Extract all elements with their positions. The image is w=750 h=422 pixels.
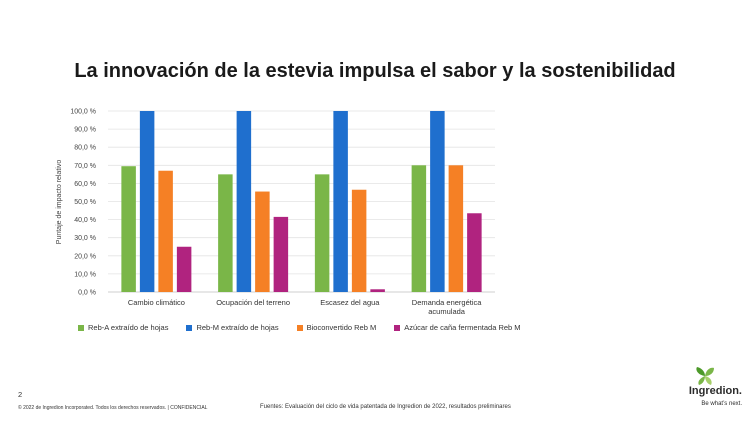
legend-label: Bioconvertido Reb M	[306, 323, 377, 332]
bar	[176, 246, 192, 292]
y-axis-ticks: 0,0 % 10,0 % 20,0 % 30,0 % 40,0 % 50,0 % 60,0 …	[70, 109, 96, 297]
bar	[411, 165, 427, 292]
x-category-label: Ocupación del terreno	[216, 298, 290, 307]
bar	[121, 166, 136, 292]
x-category-label: Demanda energética	[412, 298, 482, 307]
slide-title: La innovación de la estevia impulsa el s…	[74, 60, 676, 82]
y-tick-label: 20,0 %	[74, 253, 96, 260]
leaf-logo-icon	[696, 367, 714, 385]
bar	[273, 216, 289, 292]
y-axis-label: Puntaje de impacto relativo	[56, 160, 63, 245]
chart-legend: Reb-A extraído de hojas Reb-M extraído d…	[78, 323, 521, 332]
x-category-label: acumulada	[428, 307, 466, 316]
y-tick-label: 30,0 %	[74, 235, 96, 242]
legend-swatch-bioconvertido	[296, 324, 303, 331]
y-tick-label: 10,0 %	[74, 271, 96, 278]
bar	[430, 111, 445, 292]
bar	[255, 191, 270, 292]
page-number: 2	[18, 390, 23, 399]
legend-item: Reb-M extraído de hojas	[186, 323, 279, 332]
source-note: Fuentes: Evaluación del ciclo de vida pa…	[260, 404, 511, 410]
x-category-label: Escasez del agua	[320, 298, 380, 307]
bar	[351, 189, 367, 292]
legend-item: Reb-A extraído de hojas	[78, 323, 168, 332]
bar	[236, 111, 252, 292]
chart-bars	[121, 111, 482, 292]
bar	[314, 174, 330, 292]
legend-item: Azúcar de caña fermentada Reb M	[394, 323, 521, 332]
y-tick-label: 60,0 %	[74, 181, 96, 188]
legend-label: Reb-M extraído de hojas	[196, 323, 279, 332]
copyright-notice: © 2022 de Ingredion Incorporated. Todos …	[18, 405, 208, 411]
legend-swatch-reb-m	[186, 324, 193, 331]
y-tick-label: 50,0 %	[74, 199, 96, 206]
legend-item: Bioconvertido Reb M	[296, 323, 377, 332]
bar	[370, 289, 385, 292]
y-tick-label: 90,0 %	[74, 127, 96, 134]
x-category-label: Cambio climático	[128, 298, 185, 307]
y-tick-label: 70,0 %	[74, 163, 96, 170]
bar	[218, 174, 233, 292]
y-tick-label: 0,0 %	[78, 290, 96, 297]
bar	[333, 111, 348, 292]
bar	[467, 213, 482, 292]
legend-label: Azúcar de caña fermentada Reb M	[404, 323, 521, 332]
logo-tagline: Be what’s next.	[701, 401, 742, 407]
bar	[139, 111, 155, 292]
logo-wordmark: Ingredion.	[688, 385, 742, 397]
legend-swatch-azucar	[394, 324, 401, 331]
bar-chart: 0,0 % 10,0 % 20,0 % 30,0 % 40,0 % 50,0 % 60,0 …	[56, 109, 495, 316]
y-tick-label: 80,0 %	[74, 145, 96, 152]
bar	[448, 165, 464, 292]
legend-label: Reb-A extraído de hojas	[88, 323, 169, 332]
ingredion-logo: Ingredion. Be what’s next.	[670, 366, 742, 414]
bar	[158, 170, 173, 292]
y-tick-label: 100,0 %	[70, 109, 96, 116]
legend-swatch-reb-a	[78, 324, 84, 331]
x-axis-categories: Cambio climático Ocupación del terreno Esc…	[128, 298, 482, 316]
y-tick-label: 40,0 %	[74, 217, 96, 224]
